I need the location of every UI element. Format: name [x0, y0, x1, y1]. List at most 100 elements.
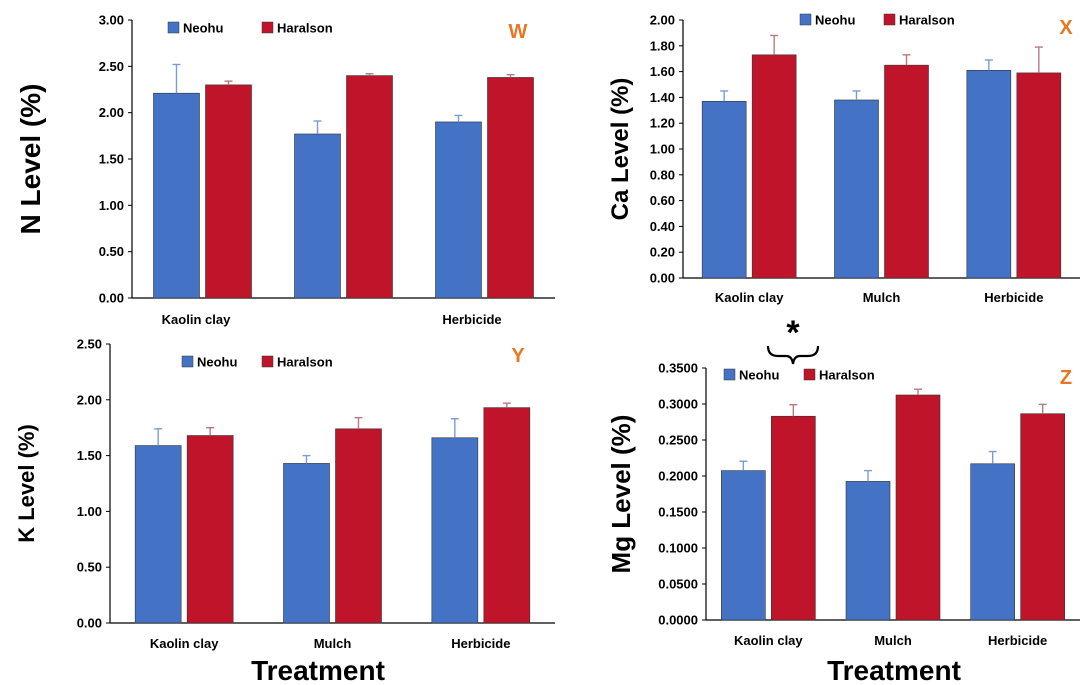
- bar-neohu-2: [283, 463, 330, 624]
- y-tick-label: 1.80: [650, 38, 675, 53]
- bar-neohu-3: [970, 463, 1015, 621]
- bar-neohu-1: [153, 92, 200, 299]
- bar-neohu-3: [966, 70, 1012, 279]
- panel-letter: Y: [511, 345, 525, 367]
- panel-letter: Z: [1060, 367, 1072, 389]
- bar-neohu-1: [701, 100, 747, 279]
- legend-swatch-haralson: [261, 21, 274, 34]
- y-tick-label: 2.00: [99, 105, 124, 120]
- x-axis-title-right: Treatment: [827, 655, 961, 685]
- y-tick-label: 2.50: [99, 59, 124, 74]
- chart-panels: 0.00 0.50 1.00 1.50 2.00 2.50 3.00 Kaolin clay H…: [14, 13, 1080, 651]
- y-axis-label: N Level (%): [15, 84, 46, 235]
- bar-haralson-3: [1016, 72, 1062, 279]
- y-tick-label: 0.50: [99, 244, 124, 259]
- bar-haralson-1: [751, 54, 797, 279]
- y-tick-label: 2.00: [650, 13, 675, 28]
- legend-label-neohu: Neohu: [815, 13, 856, 28]
- y-tick-label: 2.50: [77, 337, 102, 352]
- legend-swatch-neohu: [723, 368, 736, 381]
- bar-haralson-1: [186, 435, 234, 624]
- legend-label-haralson: Haralson: [899, 13, 955, 28]
- bar-haralson-1: [771, 415, 816, 621]
- y-tick-label: 0.00: [99, 291, 124, 306]
- legend-label-neohu: Neohu: [739, 368, 780, 383]
- y-tick-label: 0.1500: [658, 505, 698, 520]
- y-tick-label: 0.3000: [658, 397, 698, 412]
- bar-haralson-2: [884, 64, 929, 279]
- y-tick-label: 0.3500: [658, 361, 698, 376]
- y-tick-label: 1.00: [77, 504, 102, 519]
- bar-neohu-1: [721, 470, 766, 621]
- legend-swatch-haralson: [883, 13, 896, 26]
- bar-haralson-3: [487, 77, 534, 299]
- category-label: Mulch: [863, 290, 901, 305]
- y-tick-label: 3.00: [99, 13, 124, 28]
- legend-swatch-haralson: [261, 355, 274, 368]
- category-label: Herbicide: [988, 633, 1047, 648]
- chart-z: 0.0000 0.0500 0.1000 0.1500 0.2000 0.2500 0.30…: [606, 314, 1080, 648]
- legend-label-neohu: Neohu: [183, 21, 224, 36]
- category-label: Kaolin clay: [150, 636, 219, 651]
- bar-haralson-3: [483, 407, 531, 624]
- legend-label-haralson: Haralson: [277, 355, 333, 370]
- category-label: Kaolin clay: [734, 633, 803, 648]
- y-axis-label: Ca Level (%): [607, 78, 634, 221]
- category-label: Herbicide: [451, 636, 510, 651]
- y-axis-label: K Level (%): [14, 424, 39, 543]
- bar-neohu-2: [294, 133, 341, 299]
- y-tick-label: 0.2500: [658, 433, 698, 448]
- category-label: Mulch: [314, 636, 352, 651]
- chart-x: 0.00 0.20 0.40 0.60 0.80 1.00 1.20 1.40 1.60 1.80…: [607, 13, 1080, 305]
- category-label: Kaolin clay: [162, 312, 231, 327]
- bar-neohu-3: [431, 437, 479, 624]
- bar-neohu-3: [435, 121, 482, 299]
- chart-w: 0.00 0.50 1.00 1.50 2.00 2.50 3.00 Kaolin clay H…: [15, 13, 555, 327]
- category-label: Mulch: [874, 633, 912, 648]
- y-tick-label: 0.00: [650, 271, 675, 286]
- bar-haralson-1: [205, 84, 252, 299]
- y-tick-label: 0.00: [77, 616, 102, 631]
- y-tick-label: 1.50: [99, 152, 124, 167]
- y-tick-label: 1.00: [99, 198, 124, 213]
- bar-neohu-2: [834, 99, 879, 279]
- y-tick-label: 0.20: [650, 245, 675, 260]
- bar-neohu-2: [845, 481, 891, 621]
- category-label: Herbicide: [442, 312, 501, 327]
- y-tick-label: 0.2000: [658, 469, 698, 484]
- legend-swatch-haralson: [803, 368, 816, 381]
- y-tick-label: 0.0500: [658, 577, 698, 592]
- y-tick-label: 1.20: [650, 116, 675, 131]
- legend-swatch-neohu: [181, 355, 194, 368]
- chart-y: 0.00 0.50 1.00 1.50 2.00 2.50 Kaolin clay Mulch…: [14, 337, 555, 651]
- x-axis-title-left: Treatment: [251, 655, 385, 685]
- legend-swatch-neohu: [167, 21, 180, 34]
- y-tick-label: 1.60: [650, 64, 675, 79]
- category-label: Herbicide: [984, 290, 1043, 305]
- legend-label-haralson: Haralson: [819, 368, 875, 383]
- bar-haralson-2: [346, 75, 393, 299]
- legend-swatch-neohu: [799, 13, 812, 26]
- legend-label-haralson: Haralson: [277, 21, 333, 36]
- y-tick-label: 0.50: [77, 560, 102, 575]
- y-tick-label: 2.00: [77, 392, 102, 407]
- bar-haralson-2: [895, 394, 941, 621]
- panel-letter: W: [509, 21, 528, 43]
- y-tick-label: 0.80: [650, 167, 675, 182]
- y-tick-label: 0.60: [650, 193, 675, 208]
- panel-letter: X: [1059, 17, 1073, 39]
- bar-haralson-2: [335, 428, 382, 624]
- y-tick-label: 1.00: [650, 142, 675, 157]
- bar-haralson-3: [1020, 413, 1065, 621]
- significance-asterisk: *: [786, 314, 800, 352]
- bar-neohu-1: [134, 445, 182, 624]
- y-axis-label: Mg Level (%): [606, 415, 636, 574]
- significance-bracket: [766, 345, 820, 365]
- y-tick-label: 0.1000: [658, 541, 698, 556]
- legend-label-neohu: Neohu: [197, 355, 238, 370]
- y-tick-label: 1.40: [650, 90, 675, 105]
- y-tick-label: 1.50: [77, 448, 102, 463]
- y-tick-label: 0.40: [650, 219, 675, 234]
- y-tick-label: 0.0000: [658, 613, 698, 628]
